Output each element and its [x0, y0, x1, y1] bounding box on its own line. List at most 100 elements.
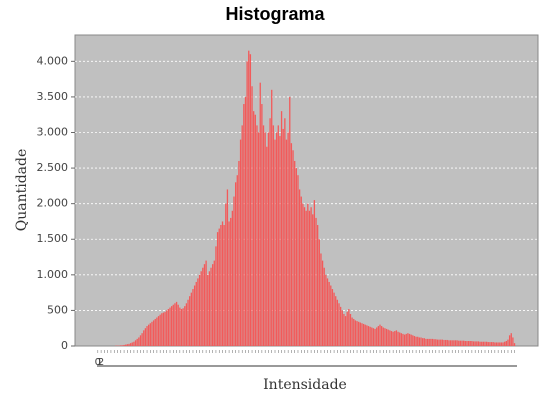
bar: [282, 128, 284, 346]
bar: [149, 323, 151, 346]
bar: [379, 324, 381, 346]
bar: [436, 339, 439, 346]
bar: [182, 308, 184, 346]
y-tick-label: 0: [61, 339, 68, 352]
bar: [223, 225, 225, 346]
bar: [310, 207, 312, 346]
bar: [303, 207, 306, 346]
bar: [148, 324, 150, 346]
bar: [318, 239, 320, 346]
bar: [338, 303, 340, 346]
bar: [253, 111, 255, 346]
bar: [298, 189, 301, 346]
bar: [430, 338, 432, 346]
bar: [125, 344, 127, 346]
bar: [356, 321, 358, 346]
bar: [300, 196, 302, 346]
bar: [485, 341, 488, 346]
bar: [495, 342, 498, 346]
bar: [440, 339, 442, 346]
bar: [129, 343, 132, 346]
bar: [239, 139, 242, 346]
bar: [121, 345, 124, 346]
bar: [295, 168, 297, 346]
bar: [428, 338, 430, 346]
bar: [138, 337, 140, 346]
bar: [361, 323, 363, 346]
bar: [385, 328, 388, 346]
bar: [272, 125, 275, 347]
bar: [144, 328, 147, 346]
bar: [162, 312, 165, 346]
bar: [159, 314, 161, 346]
bar: [218, 228, 220, 346]
bar: [195, 281, 197, 346]
bar: [187, 299, 189, 346]
bar: [131, 342, 133, 346]
bar: [193, 285, 196, 346]
bar: [313, 200, 316, 346]
bar: [266, 146, 268, 346]
bar: [412, 335, 414, 346]
bar: [161, 313, 163, 346]
bar: [449, 340, 452, 346]
bar: [289, 96, 291, 346]
bar: [312, 214, 314, 346]
bar: [226, 189, 229, 346]
bar: [212, 264, 214, 346]
bar: [170, 306, 173, 346]
bar: [343, 313, 345, 346]
bar: [348, 308, 350, 346]
bar: [203, 264, 206, 346]
bar: [256, 125, 258, 347]
bar: [302, 203, 304, 346]
bar: [156, 317, 158, 346]
bar: [505, 341, 507, 346]
x-axis-label: Intensidade: [263, 377, 347, 393]
bar: [397, 331, 399, 346]
bar: [190, 292, 192, 346]
bar: [380, 326, 383, 346]
bar: [326, 278, 329, 346]
bar: [425, 338, 427, 346]
bar: [128, 343, 130, 346]
bar: [257, 132, 260, 346]
bar: [280, 111, 283, 346]
bar: [246, 61, 248, 346]
bar: [216, 232, 219, 346]
y-tick-label: 1.500: [37, 232, 69, 245]
bar: [248, 50, 250, 347]
bar: [418, 337, 421, 346]
bar: [262, 125, 265, 347]
bar: [504, 341, 506, 346]
bar: [459, 340, 462, 346]
bar: [510, 333, 512, 346]
bar: [364, 324, 366, 346]
bar: [177, 304, 179, 346]
bar: [133, 341, 135, 346]
bar: [469, 341, 471, 346]
bar: [408, 333, 411, 346]
y-tick-label: 2.500: [37, 161, 69, 174]
y-tick-label: 4.000: [37, 54, 69, 67]
bar: [369, 326, 371, 346]
bar: [438, 339, 440, 346]
bar: [359, 322, 361, 346]
bar: [497, 342, 499, 346]
bar: [333, 292, 335, 346]
bar: [443, 339, 445, 346]
bar: [174, 303, 176, 346]
bar: [234, 182, 237, 346]
bar: [207, 274, 209, 346]
bar: [494, 342, 496, 346]
bar: [479, 341, 481, 346]
bar: [405, 333, 407, 346]
bar: [453, 340, 455, 346]
bar: [317, 225, 319, 346]
bar: [433, 339, 435, 346]
bar: [454, 340, 457, 346]
y-axis-label: Quantidade: [14, 149, 30, 232]
bar: [175, 301, 178, 346]
bar: [215, 246, 217, 346]
bar: [123, 344, 125, 346]
